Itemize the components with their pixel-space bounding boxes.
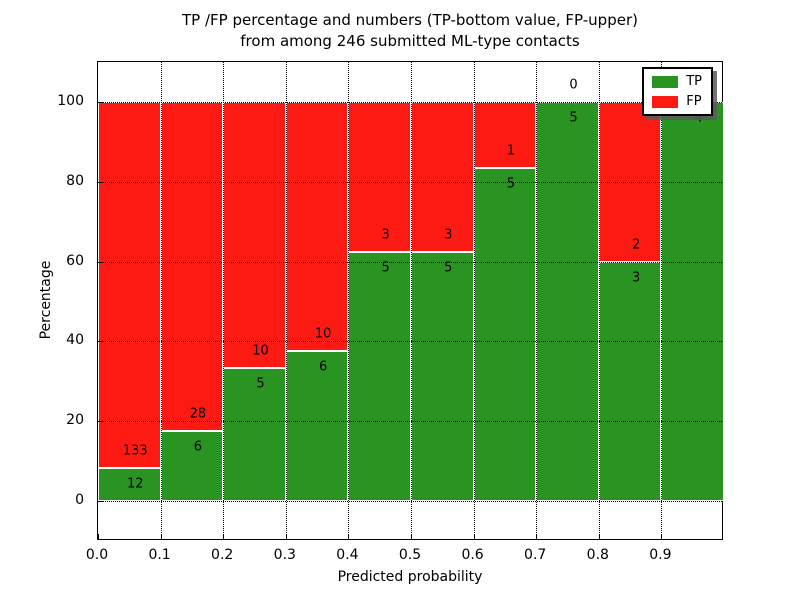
y-tick-mark (98, 261, 103, 263)
tp-count-label: 5 (569, 110, 578, 126)
x-tick-label: 0.0 (85, 547, 109, 563)
y-tick-mark (98, 181, 103, 183)
legend-label-fp: FP (686, 94, 702, 109)
gridline-vertical (536, 62, 538, 539)
bar-segment-tp (411, 251, 474, 502)
tp-count-label: 5 (506, 176, 516, 192)
gridline-vertical (598, 62, 600, 539)
bar-segment-tp (661, 101, 724, 502)
x-tick-label: 0.2 (211, 547, 234, 563)
bar-segment-tp (348, 251, 411, 502)
bar-segment-fp (473, 101, 537, 169)
fp-count-label: 2 (631, 237, 641, 253)
y-tick-label: 80 (66, 172, 84, 189)
chart-title-line2: from among 246 submitted ML-type contact… (240, 32, 580, 50)
chart-title-line1: TP /FP percentage and numbers (TP-bottom… (182, 11, 638, 29)
gridline-horizontal (98, 341, 722, 343)
gridline-vertical (473, 62, 475, 539)
x-tick-mark (160, 534, 162, 539)
gridline-horizontal (98, 421, 722, 423)
x-tick-mark (348, 534, 350, 539)
gridline-horizontal (98, 181, 722, 183)
fp-count-label: 3 (444, 227, 453, 243)
fp-count-label: 28 (189, 406, 207, 422)
fp-swatch-icon (652, 95, 679, 108)
y-tick-label: 40 (66, 332, 84, 349)
y-tick-label: 100 (57, 92, 84, 109)
gridline-vertical (160, 62, 162, 539)
x-tick-label: 0.7 (524, 547, 547, 563)
x-tick-mark (473, 534, 475, 539)
fp-count-label: 133 (122, 443, 148, 459)
x-tick-label: 0.3 (273, 547, 296, 563)
bar-segment-tp (98, 468, 161, 502)
bar-segment-fp (411, 101, 474, 252)
tp-count-label: 5 (444, 260, 453, 276)
x-tick-mark (98, 534, 99, 539)
gridline-vertical (661, 62, 663, 539)
y-tick-mark (98, 341, 103, 343)
bar-segment-fp (285, 101, 349, 352)
chart-title: TP /FP percentage and numbers (TP-bottom… (182, 10, 638, 52)
gridline-vertical (411, 62, 412, 539)
bar-segment-tp (285, 351, 349, 502)
bar-segment-tp (160, 430, 224, 502)
fp-count-label: 3 (381, 227, 390, 243)
bar-segment-tp (598, 261, 662, 502)
bar-segment-fp (98, 101, 161, 469)
bar-segment-fp (348, 101, 411, 252)
bar-segment-tp (473, 168, 537, 502)
tp-count-label: 5 (381, 260, 390, 276)
legend: TP FP (642, 67, 713, 116)
x-tick-mark (285, 534, 287, 539)
gridline-horizontal (98, 501, 722, 503)
y-tick-mark (98, 101, 103, 103)
tp-count-label: 6 (193, 439, 203, 455)
x-tick-mark (223, 534, 225, 539)
x-tick-mark (411, 534, 412, 539)
fp-count-label: 1 (506, 143, 516, 159)
gridline-horizontal (98, 101, 722, 103)
bar-segment-fp (223, 101, 286, 369)
tp-count-label: 3 (631, 270, 641, 286)
y-axis-label: Percentage (38, 260, 54, 340)
y-tick-mark (98, 501, 103, 503)
y-tick-mark (98, 421, 103, 423)
x-tick-mark (598, 534, 600, 539)
x-tick-label: 0.5 (398, 547, 422, 563)
fp-count-label: 10 (252, 343, 269, 359)
y-tick-label: 20 (66, 412, 84, 429)
tp-count-label: 5 (256, 376, 265, 392)
legend-entry-tp: TP (652, 74, 702, 89)
y-tick-label: 60 (66, 252, 84, 269)
x-tick-label: 0.9 (649, 547, 672, 563)
plot-area: 133 12 28 6 10 5 10 6 3 5 3 5 1 5 0 5 2 3 4 TP FP (97, 61, 724, 540)
legend-entry-fp: FP (652, 94, 702, 109)
tp-count-label: 4 (694, 110, 703, 126)
tp-swatch-icon (652, 75, 679, 88)
x-tick-mark (536, 534, 538, 539)
bar-segment-fp (160, 101, 224, 431)
x-tick-mark (661, 534, 663, 539)
x-tick-label: 0.6 (461, 547, 484, 563)
gridline-vertical (285, 62, 287, 539)
x-axis-label: Predicted probability (337, 569, 483, 585)
x-tick-label: 0.4 (336, 547, 359, 563)
legend-label-tp: TP (686, 74, 702, 89)
y-tick-label: 0 (75, 492, 84, 509)
bar-segment-fp (598, 101, 662, 262)
x-tick-label: 0.8 (586, 547, 609, 563)
fp-count-label: 0 (569, 77, 578, 93)
gridline-vertical (223, 62, 225, 539)
tp-count-label: 6 (318, 359, 328, 375)
x-tick-label: 0.1 (148, 547, 171, 563)
fp-count-label: 10 (314, 326, 332, 342)
bar-segment-tp (223, 368, 286, 502)
gridline-horizontal (98, 261, 722, 263)
bar-segment-tp (536, 101, 599, 502)
gridline-vertical (348, 62, 350, 539)
tp-count-label: 12 (127, 476, 144, 492)
